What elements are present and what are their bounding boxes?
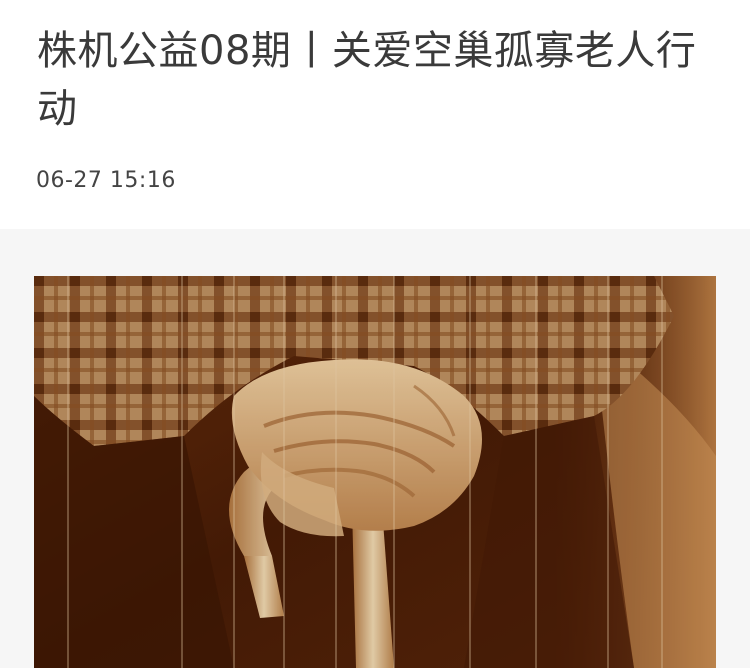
article-header: 株机公益08期丨关爱空巢孤寡老人行动 06-27 15:16 [0, 0, 750, 229]
publish-timestamp: 06-27 15:16 [36, 168, 176, 193]
hero-image[interactable] [34, 276, 716, 668]
article-title: 株机公益08期丨关爱空巢孤寡老人行动 [37, 28, 697, 132]
hero-image-illustration [34, 276, 716, 668]
article-content [0, 229, 750, 668]
